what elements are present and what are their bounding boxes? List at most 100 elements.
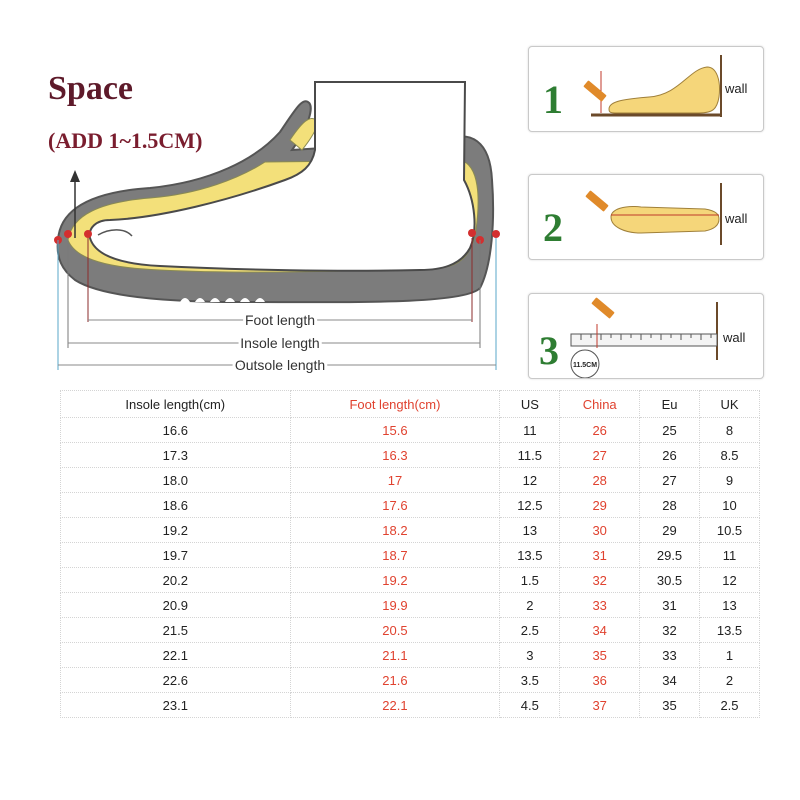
- pencil-icon: [583, 80, 607, 102]
- table-row: 19.7 18.7 13.5 31 29.5 11: [60, 542, 760, 568]
- table-cell: 16.3: [289, 442, 501, 468]
- space-title: Space: [48, 70, 133, 107]
- table-cell: 11: [699, 542, 760, 568]
- table-cell: 4.5: [499, 692, 561, 718]
- header-uk: UK: [699, 390, 760, 418]
- table-cell: 12: [499, 467, 561, 493]
- table-cell: 28: [559, 467, 641, 493]
- table-cell: 21.5: [60, 617, 291, 643]
- table-row: 19.2 18.2 13 30 29 10.5: [60, 517, 760, 543]
- step-1-panel: 1 wall: [528, 46, 764, 132]
- table-cell: 18.2: [289, 517, 501, 543]
- table-cell: 12.5: [499, 492, 561, 518]
- size-table: Insole length(cm) Foot length(cm) US Chi…: [60, 390, 760, 718]
- table-cell: 11.5: [499, 442, 561, 468]
- pencil-icon-3: [591, 297, 615, 319]
- table-cell: 17.6: [289, 492, 501, 518]
- table-cell: 25: [639, 417, 700, 443]
- table-row: 22.1 21.1 3 35 33 1: [60, 642, 760, 668]
- table-cell: 15.6: [289, 417, 501, 443]
- tread-pattern: [180, 298, 265, 302]
- table-cell: 10.5: [699, 517, 760, 543]
- table-cell: 26: [639, 442, 700, 468]
- table-cell: 20.5: [289, 617, 501, 643]
- step-2-number: 2: [543, 205, 563, 250]
- table-cell: 35: [559, 642, 641, 668]
- table-cell: 33: [559, 592, 641, 618]
- table-cell: 10: [699, 492, 760, 518]
- foot-length-label: Foot length: [245, 312, 315, 328]
- table-cell: 22.1: [289, 692, 501, 718]
- space-subtitle: (ADD 1~1.5CM): [48, 128, 203, 153]
- ruler-icon: [570, 333, 718, 347]
- table-cell: 17.3: [60, 442, 291, 468]
- table-cell: 33: [639, 642, 700, 668]
- table-cell: 26: [559, 417, 641, 443]
- table-row: 23.1 22.1 4.5 37 35 2.5: [60, 692, 760, 718]
- table-cell: 19.9: [289, 592, 501, 618]
- table-cell: 32: [559, 567, 641, 593]
- table-cell: 31: [639, 592, 700, 618]
- table-cell: 19.2: [60, 517, 291, 543]
- table-cell: 21.1: [289, 642, 501, 668]
- pencil-icon-2: [585, 190, 609, 212]
- table-cell: 16.6: [60, 417, 291, 443]
- header-foot: Foot length(cm): [289, 390, 501, 418]
- table-header-row: Insole length(cm) Foot length(cm) US Chi…: [60, 390, 760, 418]
- step-2-panel: 2 wall: [528, 174, 764, 260]
- table-body: 16.6 15.6 11 26 25 8 17.3 16.3 11.5 27 26 8.5 18.0 17…: [60, 417, 760, 718]
- table-cell: 18.6: [60, 492, 291, 518]
- table-cell: 8.5: [699, 442, 760, 468]
- table-cell: 2: [699, 667, 760, 693]
- header-china: China: [559, 390, 641, 418]
- table-cell: 20.9: [60, 592, 291, 618]
- table-cell: 2: [499, 592, 561, 618]
- ruler-badge: [570, 349, 600, 378]
- foot-shape: [88, 81, 476, 272]
- step-3-panel: 3 11.5CM wall: [528, 293, 764, 379]
- table-cell: 27: [639, 467, 700, 493]
- table-cell: 29: [559, 492, 641, 518]
- table-cell: 34: [639, 667, 700, 693]
- table-cell: 20.2: [60, 567, 291, 593]
- wall-label-2: wall: [724, 211, 748, 226]
- table-cell: 18.0: [60, 467, 291, 493]
- table-cell: 17: [289, 467, 501, 493]
- table-cell: 8: [699, 417, 760, 443]
- foot-side-icon: [608, 66, 720, 114]
- table-row: 20.2 19.2 1.5 32 30.5 12: [60, 567, 760, 593]
- table-cell: 29: [639, 517, 700, 543]
- table-cell: 12: [699, 567, 760, 593]
- ruler-badge-text: 11.5CM: [573, 362, 597, 369]
- table-cell: 13: [699, 592, 760, 618]
- step-3-number: 3: [539, 328, 559, 373]
- step-1-number: 1: [543, 77, 563, 122]
- table-cell: 36: [559, 667, 641, 693]
- table-cell: 1: [699, 642, 760, 668]
- shoe-diagram: Foot length Insole length Outsole length: [54, 81, 500, 376]
- table-cell: 23.1: [60, 692, 291, 718]
- heel-marker: [492, 230, 500, 238]
- table-row: 18.6 17.6 12.5 29 28 10: [60, 492, 760, 518]
- table-row: 18.0 17 12 28 27 9: [60, 467, 760, 493]
- table-cell: 27: [559, 442, 641, 468]
- table-cell: 13.5: [499, 542, 561, 568]
- table-cell: 9: [699, 467, 760, 493]
- table-cell: 13.5: [699, 617, 760, 643]
- header-insole: Insole length(cm): [60, 390, 291, 418]
- table-cell: 13: [499, 517, 561, 543]
- table-cell: 30: [559, 517, 641, 543]
- table-cell: 3: [499, 642, 561, 668]
- table-cell: 19.7: [60, 542, 291, 568]
- table-cell: 32: [639, 617, 700, 643]
- table-cell: 22.1: [60, 642, 291, 668]
- table-cell: 1.5: [499, 567, 561, 593]
- table-row: 21.5 20.5 2.5 34 32 13.5: [60, 617, 760, 643]
- wall-label-1: wall: [724, 81, 748, 96]
- table-cell: 31: [559, 542, 641, 568]
- table-cell: 19.2: [289, 567, 501, 593]
- table-cell: 22.6: [60, 667, 291, 693]
- table-cell: 29.5: [639, 542, 700, 568]
- table-cell: 35: [639, 692, 700, 718]
- outsole-length-label: Outsole length: [235, 357, 325, 373]
